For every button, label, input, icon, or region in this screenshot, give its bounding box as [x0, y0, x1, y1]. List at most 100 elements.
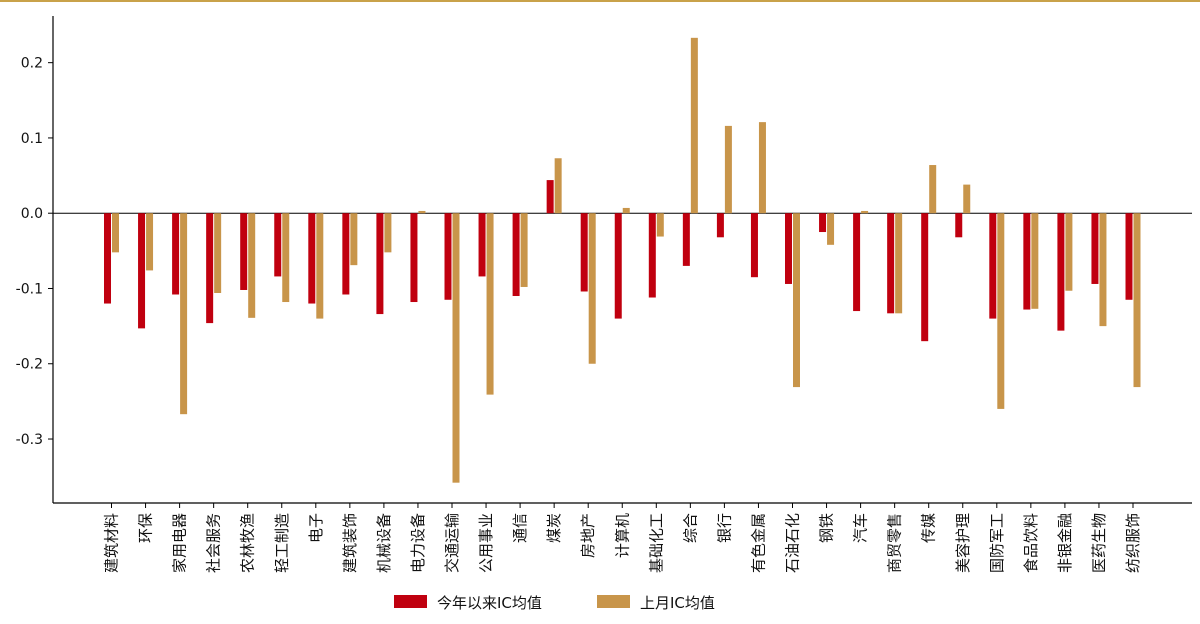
y-tick-label: 0.0	[21, 206, 43, 222]
bar-last-month-ic	[214, 213, 222, 293]
legend-label: 上月IC均值	[640, 594, 715, 612]
bar-ytd-ic	[444, 213, 452, 300]
bar-ytd-ic	[785, 213, 792, 284]
bar-ytd-ic	[921, 213, 929, 342]
bar-last-month-ic	[1133, 213, 1141, 388]
bar-last-month-ic	[146, 213, 154, 271]
bar-last-month-ic	[793, 213, 800, 388]
bar-last-month-ic	[418, 210, 426, 214]
category-label: 石油石化	[784, 513, 802, 573]
y-tick-label: -0.2	[16, 357, 43, 373]
bar-last-month-ic	[180, 213, 188, 415]
bar-last-month-ic	[895, 213, 903, 314]
bar-ytd-ic	[308, 213, 316, 304]
category-label: 房地产	[579, 513, 597, 558]
category-label: 非银金融	[1056, 513, 1074, 573]
bar-last-month-ic	[1031, 213, 1039, 309]
y-tick-label: 0.1	[21, 131, 43, 147]
bar-last-month-ic	[758, 122, 766, 214]
category-label: 建筑材料	[103, 513, 121, 573]
bar-last-month-ic	[827, 213, 835, 245]
bar-last-month-ic	[929, 165, 937, 214]
category-label: 机械设备	[375, 513, 393, 573]
category-label: 煤炭	[545, 513, 563, 543]
bar-ytd-ic	[819, 213, 827, 233]
bar-ytd-ic	[546, 180, 554, 214]
category-label: 环保	[137, 513, 155, 543]
legend-swatch	[394, 595, 427, 608]
category-label: 建筑装饰	[341, 513, 359, 573]
category-label: 美容护理	[954, 513, 972, 573]
bar-ytd-ic	[580, 213, 588, 292]
bar-ytd-ic	[138, 213, 146, 329]
category-label: 通信	[511, 513, 529, 543]
bar-ytd-ic	[853, 213, 861, 312]
bar-ytd-ic	[682, 213, 690, 266]
legend-swatch	[597, 595, 630, 608]
bar-last-month-ic	[520, 213, 528, 287]
category-label: 汽车	[852, 513, 870, 543]
category-label: 公用事业	[477, 513, 495, 573]
bar-ytd-ic	[614, 213, 622, 319]
bar-last-month-ic	[282, 213, 290, 303]
bar-ytd-ic	[172, 213, 180, 295]
bar-last-month-ic	[384, 213, 392, 253]
category-label: 家用电器	[171, 513, 189, 573]
category-label: 轻工制造	[273, 513, 291, 573]
category-label: 钢铁	[818, 513, 836, 543]
y-tick-label: 0.2	[21, 56, 43, 72]
category-label: 国防军工	[988, 513, 1006, 573]
bar-last-month-ic	[316, 213, 324, 319]
category-label: 有色金属	[749, 513, 767, 573]
category-label: 计算机	[613, 513, 631, 558]
bar-ytd-ic	[989, 213, 997, 319]
legend-label: 今年以来IC均值	[437, 594, 542, 612]
category-labels: 建筑材料 环保 家用电器 社会服务 农林牧渔 轻工制造 电子 建筑装饰 机械设备 电力设备 交通运输…	[103, 513, 1143, 573]
category-label: 食品饮料	[1022, 513, 1040, 573]
bar-ytd-ic	[274, 213, 282, 277]
category-label: 农林牧渔	[239, 513, 257, 573]
bar-ytd-ic	[342, 213, 350, 295]
bar-ytd-ic	[410, 213, 418, 303]
y-tick-label: -0.3	[16, 432, 43, 448]
category-label: 电力设备	[409, 513, 427, 573]
bar-ytd-ic	[478, 213, 486, 277]
bar-ytd-ic	[376, 213, 384, 315]
category-label: 综合	[681, 513, 699, 543]
chart-axes: 0.2 0.1 0.0 -0.1 -0.2 -0.3	[16, 16, 1192, 508]
category-label: 银行	[715, 513, 733, 543]
bar-last-month-ic	[656, 213, 664, 237]
bar-last-month-ic	[350, 213, 358, 266]
category-label: 纺织服饰	[1124, 513, 1142, 573]
bar-ytd-ic	[240, 213, 248, 290]
bar-last-month-ic	[588, 213, 596, 364]
bar-last-month-ic	[554, 158, 562, 214]
bar-last-month-ic	[486, 213, 494, 395]
bar-ytd-ic	[1023, 213, 1031, 310]
bar-ytd-ic	[648, 213, 656, 298]
bar-last-month-ic	[690, 37, 698, 214]
bar-last-month-ic	[112, 213, 119, 253]
bar-ytd-ic	[887, 213, 895, 314]
bar-ytd-ic	[206, 213, 214, 324]
bar-ytd-ic	[1125, 213, 1133, 300]
chart-bars	[104, 37, 1141, 483]
bar-ytd-ic	[104, 213, 111, 304]
bar-last-month-ic	[724, 125, 732, 214]
y-tick-label: -0.1	[16, 281, 43, 297]
bar-ytd-ic	[512, 213, 520, 297]
bar-last-month-ic	[1099, 213, 1107, 327]
category-label: 传媒	[920, 513, 938, 543]
bar-ytd-ic	[1091, 213, 1099, 284]
bar-last-month-ic	[622, 207, 630, 214]
bar-ytd-ic	[955, 213, 963, 238]
bar-last-month-ic	[248, 213, 256, 318]
category-label: 医药生物	[1090, 513, 1108, 573]
bar-ytd-ic	[716, 213, 724, 238]
bar-last-month-ic	[997, 213, 1005, 409]
category-label: 商贸零售	[886, 513, 904, 573]
bar-last-month-ic	[861, 210, 869, 214]
category-label: 电子	[307, 513, 325, 543]
bar-ytd-ic	[750, 213, 758, 278]
